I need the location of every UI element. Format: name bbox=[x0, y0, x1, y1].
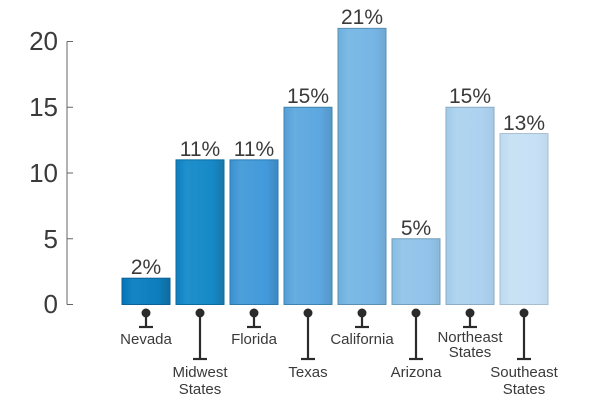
svg-text:11%: 11% bbox=[234, 138, 274, 161]
svg-text:California: California bbox=[330, 331, 394, 348]
svg-text:15%: 15% bbox=[449, 85, 491, 108]
svg-text:Southeast: Southeast bbox=[490, 364, 558, 381]
svg-text:Midwest: Midwest bbox=[172, 364, 228, 381]
svg-text:States: States bbox=[449, 344, 492, 361]
svg-text:Texas: Texas bbox=[288, 364, 327, 381]
svg-text:11%: 11% bbox=[180, 138, 220, 161]
svg-text:0: 0 bbox=[44, 289, 58, 319]
svg-text:States: States bbox=[179, 381, 222, 398]
svg-text:21%: 21% bbox=[341, 6, 383, 29]
svg-text:5%: 5% bbox=[401, 217, 431, 240]
svg-text:2%: 2% bbox=[131, 256, 161, 279]
svg-text:Arizona: Arizona bbox=[391, 364, 443, 381]
svg-text:Nevada: Nevada bbox=[120, 331, 172, 348]
svg-text:5: 5 bbox=[44, 224, 58, 254]
svg-text:Florida: Florida bbox=[231, 331, 278, 348]
svg-text:13%: 13% bbox=[503, 112, 545, 135]
svg-text:15%: 15% bbox=[287, 85, 329, 108]
svg-text:States: States bbox=[503, 381, 546, 398]
svg-text:20: 20 bbox=[29, 26, 58, 56]
svg-text:10: 10 bbox=[29, 158, 58, 188]
svg-text:15: 15 bbox=[29, 92, 58, 122]
